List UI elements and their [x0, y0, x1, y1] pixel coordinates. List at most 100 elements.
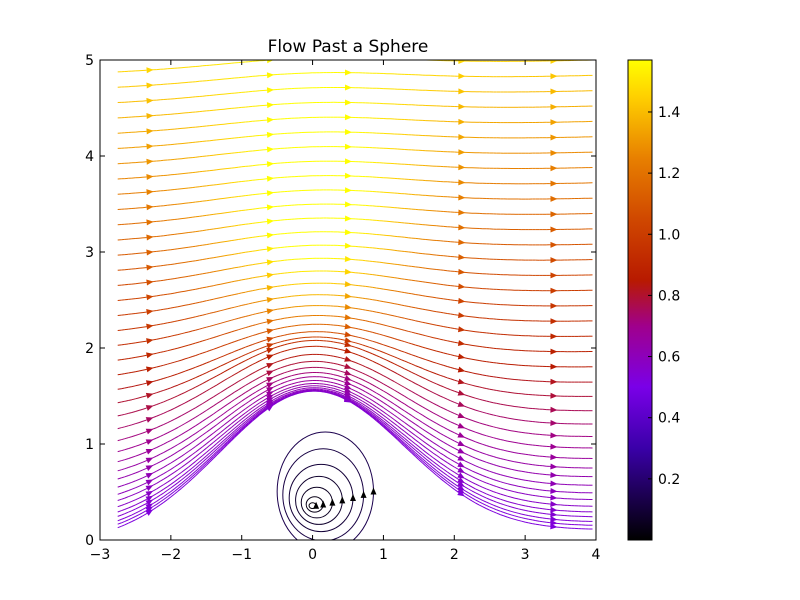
streamline-segment — [404, 341, 409, 344]
streamline-segment — [326, 391, 331, 394]
streamline-segment — [231, 253, 235, 256]
streamline-segment — [255, 353, 260, 357]
streamline-segment — [298, 386, 302, 389]
streamline-segment — [131, 499, 136, 502]
streamline-segment — [128, 494, 133, 498]
streamline-segment — [142, 475, 147, 479]
streamline-segment — [291, 356, 296, 358]
streamline-segment — [230, 437, 235, 442]
streamline-segment — [337, 393, 342, 396]
streamline-segment — [248, 403, 253, 407]
streamline-segment — [330, 362, 334, 364]
streamline-segment — [238, 316, 242, 319]
streamline-segment — [280, 284, 285, 287]
streamline-segment — [532, 501, 536, 503]
streamline-segment — [354, 400, 359, 404]
streamline-segment — [415, 383, 420, 386]
streamline-segment — [475, 359, 480, 361]
streamline-segment — [223, 332, 228, 335]
streamline-segment — [227, 433, 232, 438]
streamline-segment — [191, 377, 196, 380]
streamline-segment — [478, 451, 483, 454]
streamline-segment — [138, 477, 143, 480]
streamline-segment — [284, 349, 288, 352]
streamline-segment — [220, 212, 225, 214]
streamline-segment — [485, 501, 490, 505]
streamline-segment — [400, 366, 405, 370]
streamline-segment — [192, 245, 196, 248]
streamline-segment — [446, 398, 451, 402]
streamline-segment — [393, 327, 398, 329]
streamline-segment — [368, 413, 374, 418]
streamline-segment — [227, 268, 232, 270]
streamline-segment — [234, 408, 239, 412]
streamline-segment — [220, 255, 225, 257]
streamline-segment — [361, 372, 366, 376]
streamline-segment — [425, 335, 430, 338]
streamline-segment — [206, 350, 210, 353]
streamline-segment — [393, 381, 398, 384]
streamline-segment — [230, 427, 235, 432]
streamline-segment — [450, 459, 455, 463]
streamline-segment — [135, 478, 140, 482]
streamline-segment — [209, 449, 214, 454]
streamline-segment — [518, 461, 522, 464]
streamline-segment — [202, 362, 207, 365]
streamline-segment — [170, 263, 175, 265]
streamline-segment — [206, 272, 210, 274]
streamline-segment — [386, 276, 391, 278]
streamline-segment — [500, 458, 505, 460]
streamline-segment — [273, 401, 278, 405]
streamline-segment — [390, 387, 395, 391]
streamline-segment — [174, 277, 178, 280]
streamline-segment — [241, 415, 246, 420]
streamline-segment — [454, 454, 459, 458]
streamline-segment — [446, 471, 451, 475]
streamline-segment — [241, 398, 246, 402]
streamline-segment — [234, 396, 239, 400]
streamline-segment — [259, 410, 264, 414]
streamline-segment — [291, 363, 296, 365]
streamline-segment — [507, 483, 512, 486]
streamline-segment — [206, 243, 210, 246]
streamline-segment — [255, 383, 260, 387]
streamline-segment — [220, 283, 225, 285]
streamline-segment — [191, 329, 196, 332]
streamline-segment — [223, 369, 228, 373]
streamline-segment — [202, 463, 207, 468]
streamline-segment — [213, 411, 218, 415]
streamline-segment — [372, 286, 377, 289]
streamline-segment — [177, 433, 182, 437]
streamline-segment — [432, 467, 437, 471]
streamline-segment — [468, 447, 473, 450]
streamline-segment — [528, 494, 533, 496]
streamline-segment — [234, 389, 239, 393]
streamline-segment — [167, 493, 172, 498]
streamline-segment — [379, 300, 384, 303]
streamline-segment — [475, 431, 480, 434]
streamline-segment — [464, 394, 469, 397]
streamline-segment — [493, 491, 497, 494]
streamline-segment — [128, 386, 132, 388]
streamline-segment — [191, 470, 197, 475]
streamline-segment — [418, 442, 423, 446]
streamline-segment — [128, 456, 133, 460]
streamline-segment — [251, 416, 257, 421]
streamline-segment — [369, 375, 374, 379]
streamline-segment — [425, 369, 430, 372]
streamline-segment — [429, 336, 434, 339]
streamline-segment — [259, 409, 264, 413]
streamline-segment — [510, 468, 515, 471]
streamline-segment — [255, 414, 260, 418]
streamline-segment — [471, 486, 476, 490]
streamline-segment — [518, 431, 522, 433]
streamline-segment — [411, 363, 416, 367]
streamline-segment — [450, 438, 455, 442]
streamline-segment — [209, 432, 214, 437]
streamline-segment — [439, 469, 444, 474]
streamline-segment — [205, 455, 211, 460]
streamline-segment — [464, 486, 469, 490]
streamline-segment — [195, 469, 200, 474]
streamline-segment — [237, 394, 242, 398]
streamline-segment — [446, 483, 452, 487]
